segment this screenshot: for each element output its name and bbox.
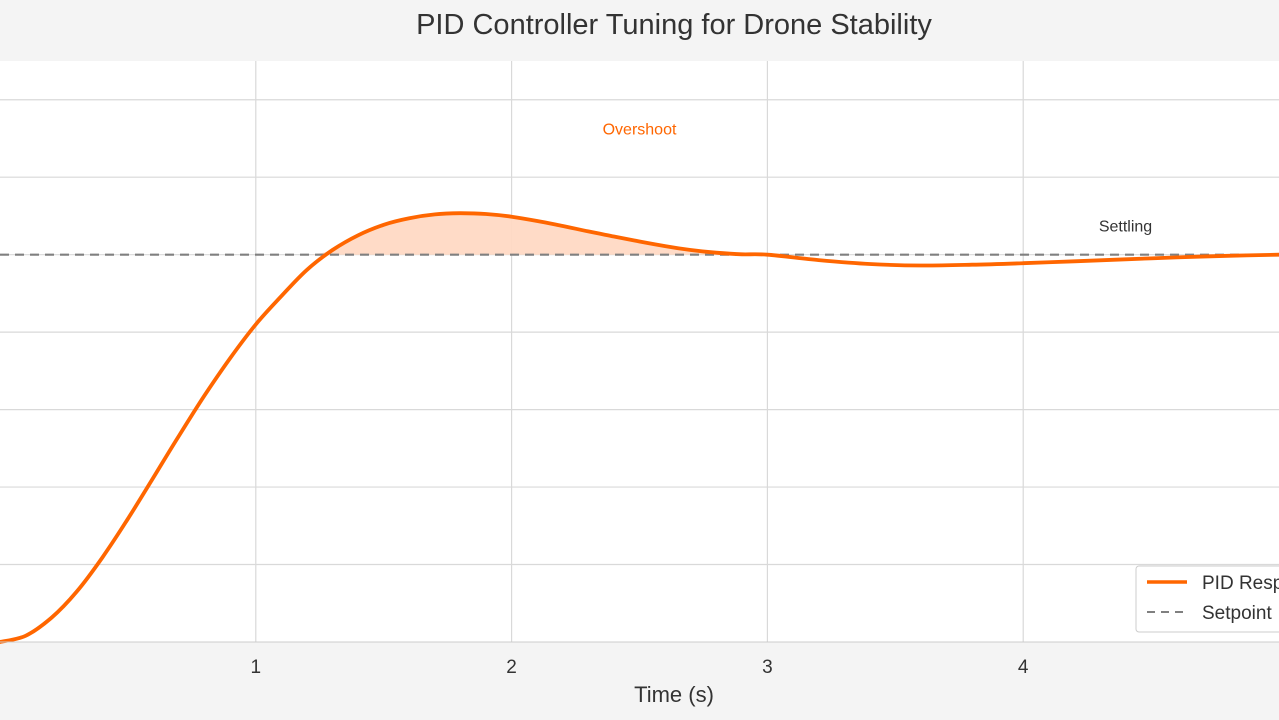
x-tick-label-2: 3 [762,657,773,678]
plot-area [0,61,1279,642]
series-line-pid-response [0,211,1279,644]
annotation-overshoot: Overshoot [603,122,677,139]
x-tick-label-1: 2 [506,657,517,678]
x-tick-label-3: 4 [1018,657,1029,678]
legend-label-setpoint: Setpoint [1202,603,1272,624]
series-layer [0,211,1279,644]
x-tick-label-0: 1 [251,657,262,678]
x-ticks: 1 2 3 4 [251,657,1029,678]
annotations: Overshoot Settling [603,122,1153,236]
legend: PID Response Setpoint [1135,565,1279,633]
x-axis-label: Time (s) [634,682,714,707]
annotation-settling: Settling [1099,218,1152,235]
legend-label-pid-response: PID Response [1202,573,1279,594]
chart-title: PID Controller Tuning for Drone Stabilit… [416,9,932,41]
